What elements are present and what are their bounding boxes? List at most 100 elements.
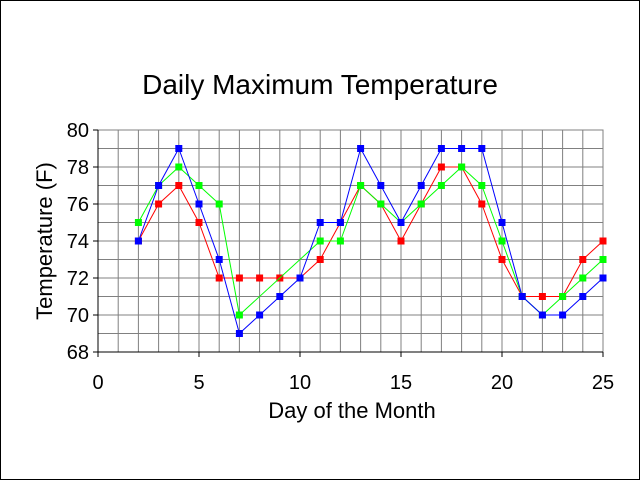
series-3-point: [357, 145, 365, 152]
series-1-point: [599, 237, 607, 245]
series-3-point: [316, 219, 324, 226]
axes: [93, 129, 604, 357]
y-tick-label: 76: [67, 194, 89, 216]
series-2-point: [599, 256, 607, 263]
series-2-segment: [501, 240, 523, 297]
y-tick-label: 74: [67, 231, 89, 253]
series-1-segment: [380, 203, 402, 242]
series-1-segment: [178, 185, 200, 223]
series-3-point: [498, 219, 506, 226]
series-2-point: [316, 237, 324, 245]
series-3-point: [579, 293, 587, 300]
series-1-point: [215, 274, 223, 282]
series-2-segment: [481, 185, 503, 242]
series-3-point: [458, 145, 466, 152]
series-2-point: [215, 200, 223, 208]
series-2-segment: [137, 185, 160, 223]
series-3-point: [417, 182, 425, 189]
x-tick-label: 0: [92, 372, 103, 394]
series-3-point: [397, 219, 405, 226]
series-2-point: [559, 293, 567, 300]
series-2-point: [437, 182, 445, 189]
y-tick-label: 80: [67, 120, 89, 142]
series-1-point: [538, 293, 546, 300]
series-3-point: [155, 182, 163, 189]
y-tick-label: 78: [67, 157, 89, 179]
series-1-segment: [420, 166, 442, 205]
series-1-segment: [461, 166, 483, 205]
series-2-point: [458, 163, 466, 171]
series-3-point: [175, 145, 183, 152]
series-2-point: [195, 182, 203, 189]
series-3-point: [195, 200, 203, 208]
series-1-point: [195, 219, 203, 226]
series-3-segment: [481, 148, 503, 223]
series-1-segment: [400, 203, 422, 242]
series-2-segment: [339, 185, 362, 242]
series-2-point: [336, 237, 344, 245]
series-3-point: [518, 293, 526, 300]
x-axis-title: Day of the Month: [268, 398, 436, 423]
y-axis-title: Temperature (F): [32, 162, 57, 320]
x-tick-label: 15: [390, 372, 412, 394]
x-tick-label: 5: [193, 372, 204, 394]
series-1-segment: [137, 203, 160, 242]
y-tick-label: 72: [67, 268, 89, 290]
series-1-point: [478, 200, 486, 208]
series-3-point: [538, 311, 546, 319]
series-1-segment: [198, 222, 220, 279]
series-3-segment: [198, 203, 220, 260]
series-2-point: [235, 311, 243, 319]
series-1-point: [316, 256, 324, 263]
series-3-point: [296, 274, 304, 282]
series-1-segment: [339, 185, 362, 223]
series-3-segment: [178, 148, 200, 205]
series-3-point: [256, 311, 264, 319]
series-1-segment: [501, 259, 523, 297]
series-2-point: [417, 200, 425, 208]
series-3-point: [336, 219, 344, 226]
series-1-point: [256, 274, 264, 282]
series-3-segment: [158, 148, 180, 186]
series-1-point: [437, 163, 445, 171]
x-tick-label: 25: [592, 372, 614, 394]
tick-labels: 0 5 10 15 20 25 68 70 72 74 76 78 80: [67, 120, 614, 394]
series-3-point: [478, 145, 486, 152]
series-1-point: [498, 256, 506, 263]
series-2-point: [377, 200, 385, 208]
series-3-segment: [218, 259, 240, 334]
series-3-segment: [360, 148, 382, 186]
series-1-segment: [481, 203, 503, 260]
y-tick-label: 68: [67, 342, 89, 364]
series-2-point: [175, 163, 183, 171]
series-2-point: [579, 274, 587, 282]
x-tick-label: 10: [289, 372, 311, 394]
series-3-segment: [420, 148, 442, 186]
series-3-point: [134, 237, 142, 245]
series-1-point: [155, 200, 163, 208]
series-1-point: [235, 274, 243, 282]
series-2-point: [357, 182, 365, 189]
series-3-segment: [501, 222, 523, 297]
series-3-point: [215, 256, 223, 263]
series-3-segment: [339, 148, 362, 223]
series-3-point: [235, 330, 243, 337]
chart-title: Daily Maximum Temperature: [142, 69, 498, 100]
series-3-point: [276, 293, 284, 300]
series-3-point: [437, 145, 445, 152]
series-3-segment: [137, 185, 160, 242]
series-1-segment: [562, 259, 584, 297]
series-3-segment: [380, 185, 402, 223]
series-2-point: [478, 182, 486, 189]
series-2-point: [134, 219, 142, 226]
x-tick-label: 20: [491, 372, 513, 394]
series-3-segment: [400, 185, 422, 223]
series-3-point: [377, 182, 385, 189]
series-2-point: [498, 237, 506, 245]
series-3-point: [559, 311, 567, 319]
series-2-segment: [218, 203, 240, 316]
series-3: [134, 145, 607, 337]
series-1-point: [397, 237, 405, 245]
y-tick-label: 70: [67, 305, 89, 327]
